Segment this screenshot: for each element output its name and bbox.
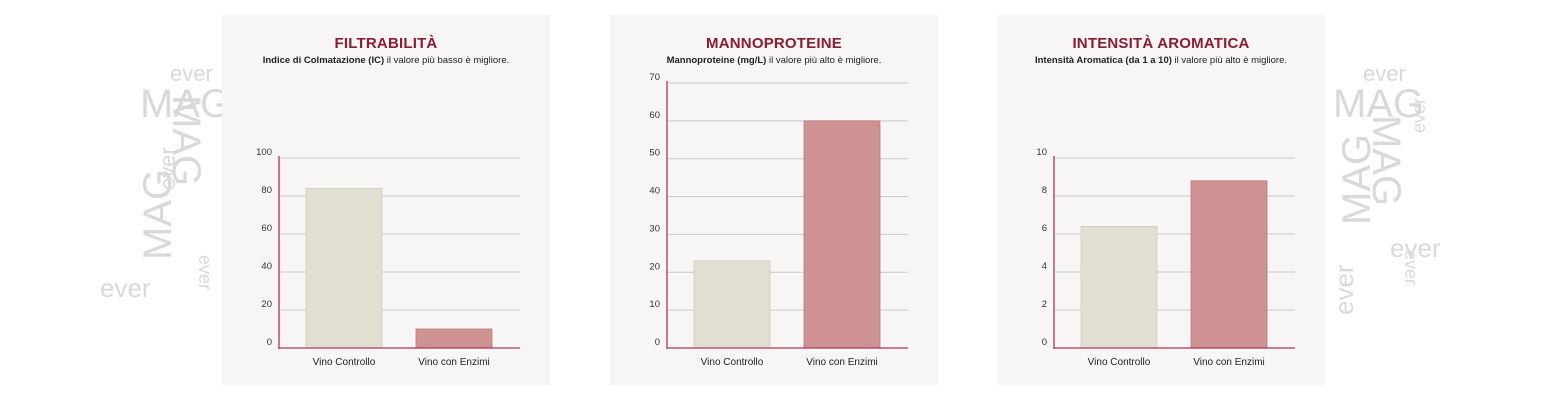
chart-subtitle: Intensità Aromatica (da 1 a 10) il valor… [997, 55, 1325, 66]
chart-subtitle: Indice di Colmatazione (IC) il valore pi… [222, 55, 550, 66]
chart-subtitle: Mannoproteine (mg/L) il valore più alto … [610, 55, 938, 66]
y-tick-label: 30 [649, 223, 660, 234]
y-tick-label: 4 [1042, 261, 1047, 272]
watermark-text-mag: MAG [164, 95, 208, 186]
x-category-label: Vino Controllo [313, 357, 376, 368]
watermark-left: ever MAG ever MAG MAG ever ever [100, 61, 225, 303]
bar-chart-filtrabilita: 0 20 40 60 80 100 Vino Controllo Vino con Enzim… [256, 147, 520, 368]
watermark-text-ever: ever [195, 255, 215, 290]
y-tick-label: 40 [261, 261, 272, 272]
x-category-label: Vino con Enzimi [806, 357, 878, 368]
y-tick-label: 0 [267, 337, 272, 348]
watermark-text-ever: ever [1401, 250, 1421, 285]
bar-vino-controllo [305, 187, 383, 349]
chart-panel-filtrabilita: FILTRABILITÀ Indice di Colmatazione (IC)… [222, 15, 550, 385]
bar-vino-controllo [693, 260, 771, 349]
y-tick-label: 40 [649, 186, 660, 197]
watermark-text-ever: ever [155, 147, 180, 190]
watermark-text-ever: ever [1363, 61, 1406, 86]
x-category-label: Vino Controllo [1088, 357, 1151, 368]
bar-vino-con-enzimi [415, 328, 493, 349]
chart-subtitle-bold: Mannoproteine (mg/L) [666, 55, 767, 66]
watermark-text-ever: ever [170, 61, 213, 86]
chart-panel-intensita-aromatica: INTENSITÀ AROMATICA Intensità Aromatica … [997, 15, 1325, 385]
y-tick-label: 6 [1042, 223, 1047, 234]
chart-subtitle-bold: Indice di Colmatazione (IC) [262, 55, 385, 66]
x-category-label: Vino con Enzimi [1193, 357, 1265, 368]
watermark-text-mag: MAG [136, 169, 180, 260]
bar-vino-con-enzimi [803, 120, 881, 349]
y-tick-label: 60 [649, 110, 660, 121]
watermark-text-ever: ever [1390, 233, 1441, 263]
watermark-right: ever MAG ever MAG ever MAG ever ever [1329, 61, 1441, 315]
x-category-label: Vino Controllo [701, 357, 764, 368]
y-tick-label: 10 [1036, 147, 1047, 158]
y-tick-label: 70 [649, 72, 660, 83]
y-tick-label: 0 [1042, 337, 1047, 348]
y-tick-label: 20 [649, 261, 660, 272]
y-tick-label: 20 [261, 299, 272, 310]
watermark-text-mag: MAG [140, 82, 225, 126]
chart-subtitle-bold: Intensità Aromatica (da 1 a 10) [1034, 55, 1172, 66]
y-tick-label: 50 [649, 148, 660, 159]
y-tick-label: 60 [261, 223, 272, 234]
watermark-text-mag: MAG [1364, 115, 1408, 206]
watermark-text-ever: ever [1329, 264, 1359, 315]
watermark-text-ever: ever [100, 273, 151, 303]
bar-vino-con-enzimi [1190, 180, 1268, 349]
watermark-text-ever: ever [1409, 98, 1429, 133]
chart-title: FILTRABILITÀ [334, 35, 438, 52]
chart-title: INTENSITÀ AROMATICA [1072, 35, 1250, 52]
x-category-label: Vino con Enzimi [418, 357, 490, 368]
chart-subtitle-rest: il valore più alto è migliore. [1171, 55, 1288, 66]
watermark-text-mag: MAG [1335, 134, 1379, 225]
bar-vino-controllo [1080, 225, 1158, 349]
y-tick-label: 10 [649, 299, 660, 310]
chart-panel-mannoproteine: MANNOPROTEINE Mannoproteine (mg/L) il va… [610, 15, 938, 385]
y-tick-label: 2 [1042, 299, 1047, 310]
chart-subtitle-rest: il valore più basso è migliore. [384, 55, 510, 66]
y-tick-label: 100 [256, 147, 272, 158]
chart-title: MANNOPROTEINE [706, 35, 842, 52]
chart-subtitle-rest: il valore più alto è migliore. [766, 55, 882, 66]
y-tick-label: 8 [1042, 185, 1047, 196]
bar-chart-intensita-aromatica: 0 2 4 6 8 10 Vino Controllo Vino con Enzimi [1036, 147, 1295, 368]
y-tick-label: 0 [655, 337, 660, 348]
bar-chart-mannoproteine: 0 10 20 30 40 50 60 70 Vino Controllo Vino con En… [649, 72, 908, 368]
watermark-text-mag: MAG [1333, 82, 1424, 126]
y-tick-label: 80 [261, 185, 272, 196]
